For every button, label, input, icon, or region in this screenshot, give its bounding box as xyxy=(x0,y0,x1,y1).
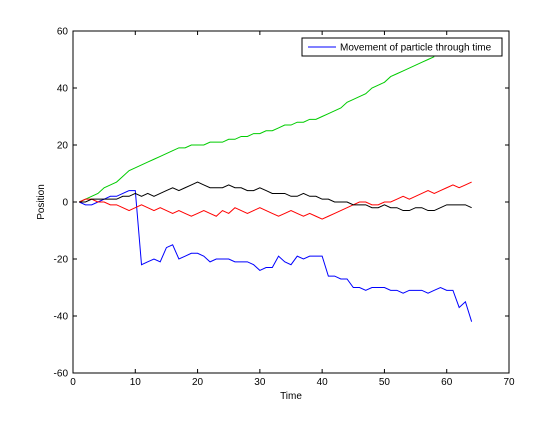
legend: Movement of particle through time xyxy=(301,37,503,57)
x-tick-label: 0 xyxy=(70,377,76,388)
x-tick-label: 70 xyxy=(503,377,515,388)
series-line-2 xyxy=(79,56,435,203)
y-tick-label: -60 xyxy=(54,369,69,380)
series-line-4 xyxy=(79,181,472,212)
y-tick-label: 40 xyxy=(57,84,69,95)
plot-frame xyxy=(72,30,510,374)
legend-entry: Movement of particle through time xyxy=(340,43,492,54)
x-tick-label: 60 xyxy=(441,377,453,388)
x-tick-label: 30 xyxy=(254,377,266,388)
plot-area xyxy=(73,31,509,373)
series-line-1 xyxy=(79,190,473,322)
series-line-3 xyxy=(79,181,472,220)
x-tick-label: 20 xyxy=(192,377,204,388)
x-tick-label: 50 xyxy=(379,377,391,388)
y-tick-label: -40 xyxy=(54,312,69,323)
y-tick-label: 0 xyxy=(62,198,68,209)
y-tick-label: 60 xyxy=(57,27,69,38)
x-tick-label: 10 xyxy=(130,377,142,388)
y-tick-label: 20 xyxy=(57,141,69,152)
y-tick-label: -20 xyxy=(54,255,69,266)
x-axis-label: Time xyxy=(280,391,302,402)
x-tick-label: 40 xyxy=(317,377,329,388)
series-layer xyxy=(79,56,473,322)
y-axis-label: Position xyxy=(36,184,47,220)
legend-box xyxy=(301,37,503,57)
